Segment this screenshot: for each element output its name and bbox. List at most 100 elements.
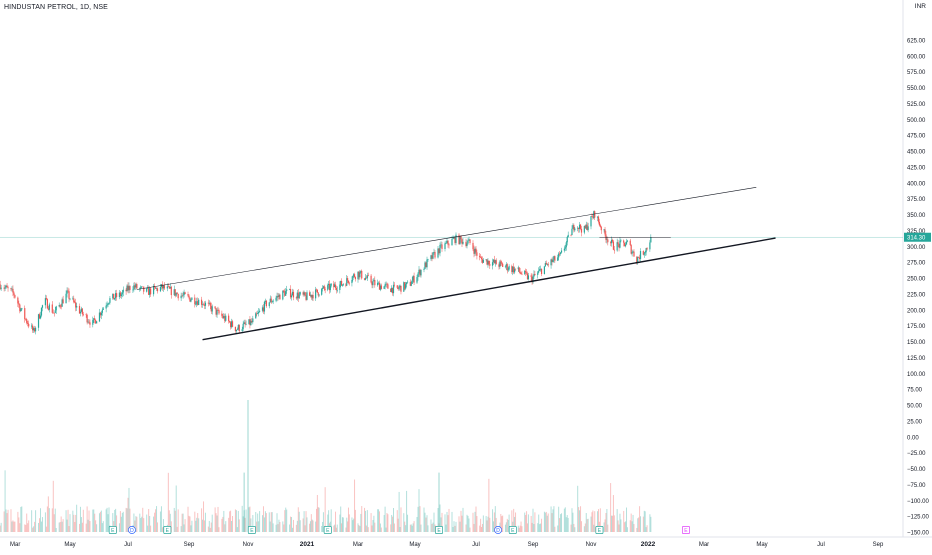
candle-body xyxy=(494,260,496,263)
candle-body xyxy=(132,289,134,291)
candle-body xyxy=(502,263,504,267)
candle-body xyxy=(127,285,129,291)
volume-bar xyxy=(547,513,549,532)
volume-bar xyxy=(357,523,359,532)
candle-body xyxy=(141,286,143,288)
volume-bar xyxy=(34,521,36,532)
volume-bar xyxy=(462,507,464,532)
volume-bar xyxy=(620,519,622,532)
volume-bar xyxy=(412,523,414,532)
candle-body xyxy=(578,227,580,230)
volume-bar xyxy=(564,507,566,532)
candle-body xyxy=(80,308,83,312)
volume-bar xyxy=(309,521,311,532)
volume-bar xyxy=(399,526,401,532)
volume-bar xyxy=(311,519,313,532)
candle-body xyxy=(162,285,165,289)
candle-body xyxy=(448,244,450,246)
volume-bar xyxy=(69,514,71,532)
candle-body xyxy=(482,259,484,263)
chart-title: HINDUSTAN PETROL, 1D, NSE xyxy=(4,4,108,11)
candle-body xyxy=(475,248,477,253)
volume-bar xyxy=(410,524,412,532)
candle-body xyxy=(537,272,539,276)
volume-bar xyxy=(379,523,381,532)
upper-channel-line xyxy=(136,186,757,290)
candle-body xyxy=(620,240,622,242)
candle-body xyxy=(489,264,491,266)
event-label: D xyxy=(496,528,500,534)
volume-bar xyxy=(153,516,155,532)
y-tick-label: 225.00 xyxy=(907,292,926,298)
volume-bar xyxy=(578,507,580,532)
volume-bar xyxy=(583,526,585,532)
candle-body xyxy=(12,288,14,293)
volume-bar xyxy=(40,521,42,532)
volume-bar xyxy=(417,506,419,532)
volume-bar xyxy=(229,511,231,532)
volume-bar xyxy=(517,525,519,532)
candle-body xyxy=(52,312,54,314)
candle-body xyxy=(409,281,411,286)
candle-body xyxy=(222,315,224,319)
volume-bar xyxy=(183,524,185,532)
volume-bar xyxy=(27,523,29,532)
volume-bar xyxy=(340,506,342,532)
candle-body xyxy=(479,257,482,258)
candle-body xyxy=(95,319,97,324)
candle-body xyxy=(98,312,101,322)
candle-body xyxy=(251,320,253,323)
candle-body xyxy=(511,266,513,272)
x-tick-label: May xyxy=(756,542,767,548)
volume-bar xyxy=(119,511,121,532)
candle-body xyxy=(93,318,95,321)
volume-bar xyxy=(18,517,20,532)
candle-body xyxy=(550,259,552,266)
volume-bar xyxy=(354,479,356,532)
event-label: E xyxy=(111,528,115,534)
volume-bar xyxy=(322,512,324,532)
volume-bar xyxy=(488,478,490,532)
candle-body xyxy=(282,290,284,300)
candle-body xyxy=(583,226,585,233)
volume-bar xyxy=(100,510,102,532)
volume-bar xyxy=(426,515,428,532)
candle-body xyxy=(259,310,261,312)
volume-bar xyxy=(264,511,266,532)
x-tick-label: Mar xyxy=(699,542,709,548)
x-tick-label: Sep xyxy=(528,542,539,548)
volume-bar xyxy=(644,511,646,532)
x-tick-label: Sep xyxy=(184,542,195,548)
candle-body xyxy=(361,270,363,279)
volume-bar xyxy=(169,513,171,532)
candle-body xyxy=(390,288,392,292)
candle-body xyxy=(598,221,601,226)
volume-bar xyxy=(44,512,46,532)
candle-body xyxy=(214,306,216,309)
volume-bar xyxy=(82,509,84,532)
volume-bar xyxy=(190,525,192,532)
candle-body xyxy=(420,269,422,276)
candle-body xyxy=(69,298,71,300)
candle-body xyxy=(118,292,121,298)
candle-body xyxy=(215,308,217,315)
volume-bar xyxy=(184,519,186,532)
volume-bar xyxy=(373,515,375,532)
volume-bar xyxy=(154,512,156,532)
candle-body xyxy=(187,294,189,296)
candle-body xyxy=(459,236,461,245)
candle-body xyxy=(341,284,344,286)
volume-bar xyxy=(493,512,495,532)
candle-body xyxy=(122,289,124,293)
volume-bar xyxy=(148,509,150,532)
candle-body xyxy=(51,304,53,313)
candle-body xyxy=(252,318,254,323)
candle-body xyxy=(345,284,347,286)
candle-body xyxy=(170,286,172,296)
candle-body xyxy=(47,308,49,310)
volume-bar xyxy=(475,506,477,532)
volume-bar xyxy=(268,512,270,532)
volume-bar xyxy=(605,512,607,532)
candle-body xyxy=(209,302,211,306)
